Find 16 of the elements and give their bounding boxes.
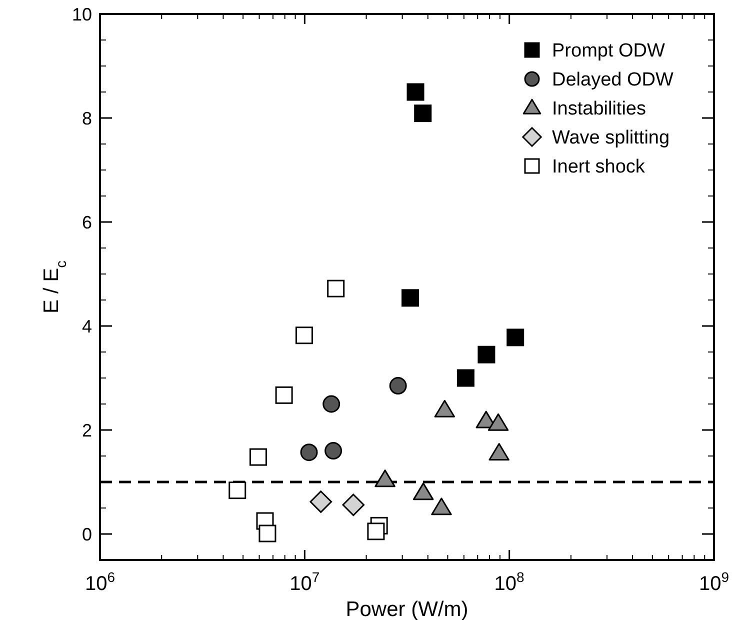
y-tick-label: 0	[82, 524, 92, 544]
legend-label: Instabilities	[552, 98, 646, 120]
y-tick-label: 10	[72, 4, 92, 24]
y-tick-label: 2	[82, 420, 92, 440]
legend-label: Prompt ODW	[552, 40, 666, 62]
y-tick-label: 4	[82, 316, 92, 336]
legend-label: Wave splitting	[552, 128, 670, 149]
x-tick-label: 10$^{9}$	[698, 569, 730, 595]
x-tick-label: 10$^{8}$	[494, 569, 525, 595]
x-tick-label: 10$^{7}$	[290, 569, 320, 595]
y-tick-label: 8	[82, 108, 92, 128]
x-axis-title: Power (W/m)	[346, 598, 468, 621]
legend-label: Inert shock	[552, 156, 646, 178]
y-tick-label: 6	[82, 212, 92, 232]
legend-label: Delayed ODW	[552, 70, 674, 91]
x-tick-label: 10$^{6}$	[84, 569, 116, 595]
